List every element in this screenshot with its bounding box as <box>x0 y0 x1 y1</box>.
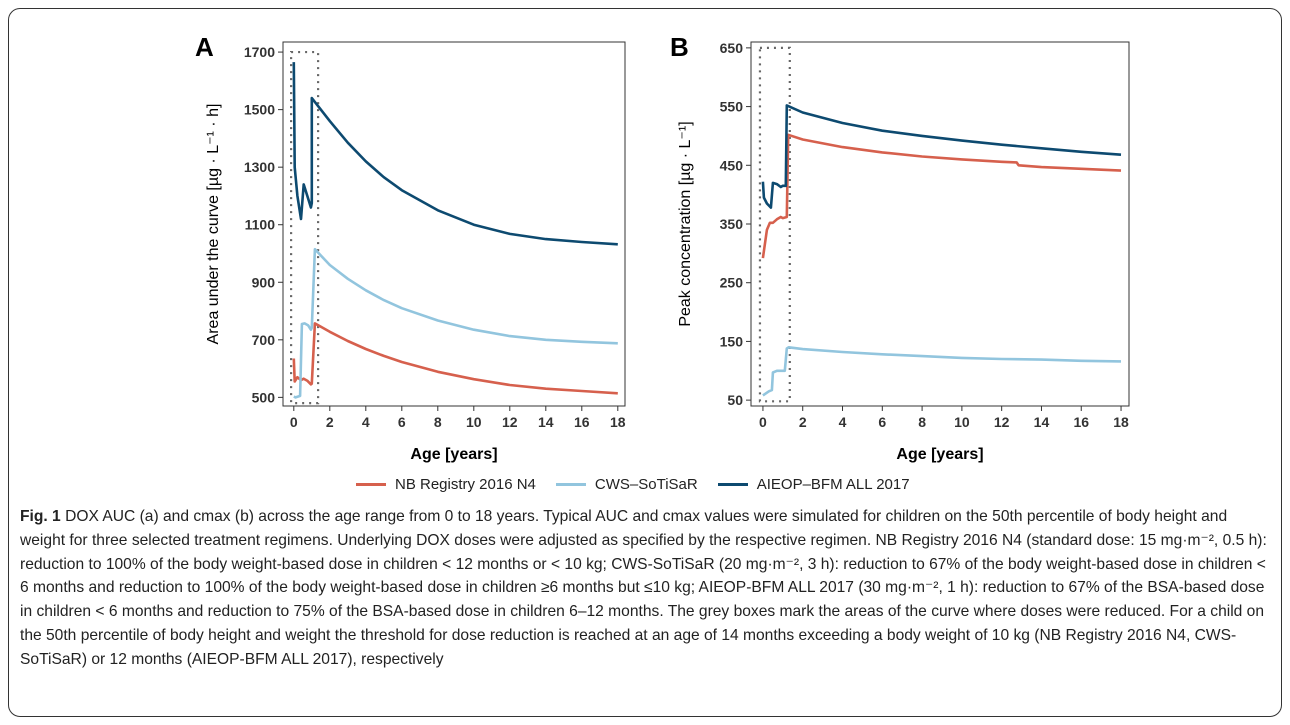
y-tick-label: 500 <box>252 389 276 405</box>
x-tick-label: 0 <box>290 414 298 430</box>
y-tick-label: 350 <box>720 216 744 232</box>
x-tick-label: 4 <box>839 414 847 430</box>
caption-fig-label: Fig. 1 <box>20 508 61 525</box>
chart-panel-B: B 50 150 250 350 450 550 650 0 2 4 6 8 10 12 14 16 18 Age … <box>670 32 1130 463</box>
dose-reduction-box <box>758 46 791 403</box>
y-tick-label: 1500 <box>244 102 275 118</box>
y-tick-label: 1300 <box>244 159 275 175</box>
legend-label-aieop-bfm: AIEOP–BFM ALL 2017 <box>756 476 910 493</box>
x-tick-label: 16 <box>574 414 590 430</box>
x-tick-label: 12 <box>502 414 518 430</box>
x-tick-label: 8 <box>434 414 442 430</box>
legend: NB Registry 2016 N4 CWS–SoTiSaR AIEOP–BF… <box>356 476 930 493</box>
y-tick-label: 250 <box>720 275 744 291</box>
legend-label-nb-registry: NB Registry 2016 N4 <box>395 476 536 493</box>
figure-frame <box>8 8 1282 717</box>
y-axis-label: Peak concentration [µg · L⁻¹] <box>677 121 694 326</box>
x-tick-label: 8 <box>918 414 926 430</box>
legend-item-nb-registry: NB Registry 2016 N4 <box>356 476 536 493</box>
x-tick-label: 18 <box>1113 414 1129 430</box>
x-tick-label: 2 <box>326 414 334 430</box>
x-tick-label: 14 <box>1034 414 1050 430</box>
x-axis-label: Age [years] <box>896 446 983 463</box>
series-line <box>761 104 1122 209</box>
legend-swatch-aieop-bfm <box>717 483 748 486</box>
y-tick-label: 150 <box>720 333 744 349</box>
chart-panel-A: A 500 700 900 1100 1300 1500 1700 0 2 4 6 8 10 12 14 16 1… <box>195 32 626 463</box>
x-tick-label: 10 <box>466 414 482 430</box>
x-tick-label: 0 <box>759 414 767 430</box>
x-tick-label: 10 <box>954 414 970 430</box>
legend-swatch-cws-sotisar <box>555 483 586 486</box>
x-tick-label: 6 <box>878 414 886 430</box>
series-line <box>762 346 1122 397</box>
series-line <box>292 62 618 246</box>
y-tick-label: 1100 <box>245 217 276 233</box>
y-tick-label: 1700 <box>244 44 275 60</box>
plot-frame <box>282 41 626 407</box>
x-tick-label: 12 <box>994 414 1010 430</box>
y-tick-label: 650 <box>720 40 744 56</box>
y-tick-label: 550 <box>720 99 744 115</box>
series-line <box>293 247 618 399</box>
y-tick-label: 700 <box>252 332 276 348</box>
caption-text: DOX AUC (a) and cmax (b) across the age … <box>20 508 1267 668</box>
legend-swatch-nb-registry <box>356 483 386 486</box>
x-tick-label: 4 <box>362 414 370 430</box>
y-tick-label: 450 <box>720 157 744 173</box>
plot-frame <box>750 41 1130 407</box>
legend-item-aieop-bfm: AIEOP–BFM ALL 2017 <box>717 476 910 493</box>
y-tick-label: 50 <box>727 392 743 408</box>
legend-item-cws-sotisar: CWS–SoTiSaR <box>555 476 698 493</box>
figure-caption: Fig. 1 DOX AUC (a) and cmax (b) across t… <box>20 505 1272 672</box>
y-tick-label: 900 <box>252 274 276 290</box>
series-line <box>761 133 1122 259</box>
x-tick-label: 18 <box>610 414 626 430</box>
x-tick-label: 14 <box>538 414 554 430</box>
x-tick-label: 6 <box>398 414 406 430</box>
x-axis-label: Age [years] <box>410 446 497 463</box>
panel-label: B <box>670 32 689 62</box>
x-tick-label: 16 <box>1073 414 1089 430</box>
y-axis-label: Area under the curve [µg · L⁻¹ · h] <box>205 104 222 345</box>
x-tick-label: 2 <box>799 414 807 430</box>
series-line <box>292 322 618 395</box>
panel-label: A <box>195 32 214 62</box>
legend-label-cws-sotisar: CWS–SoTiSaR <box>594 476 698 493</box>
